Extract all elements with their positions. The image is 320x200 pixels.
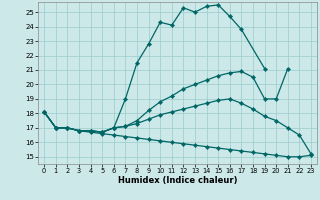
X-axis label: Humidex (Indice chaleur): Humidex (Indice chaleur) <box>118 176 237 185</box>
